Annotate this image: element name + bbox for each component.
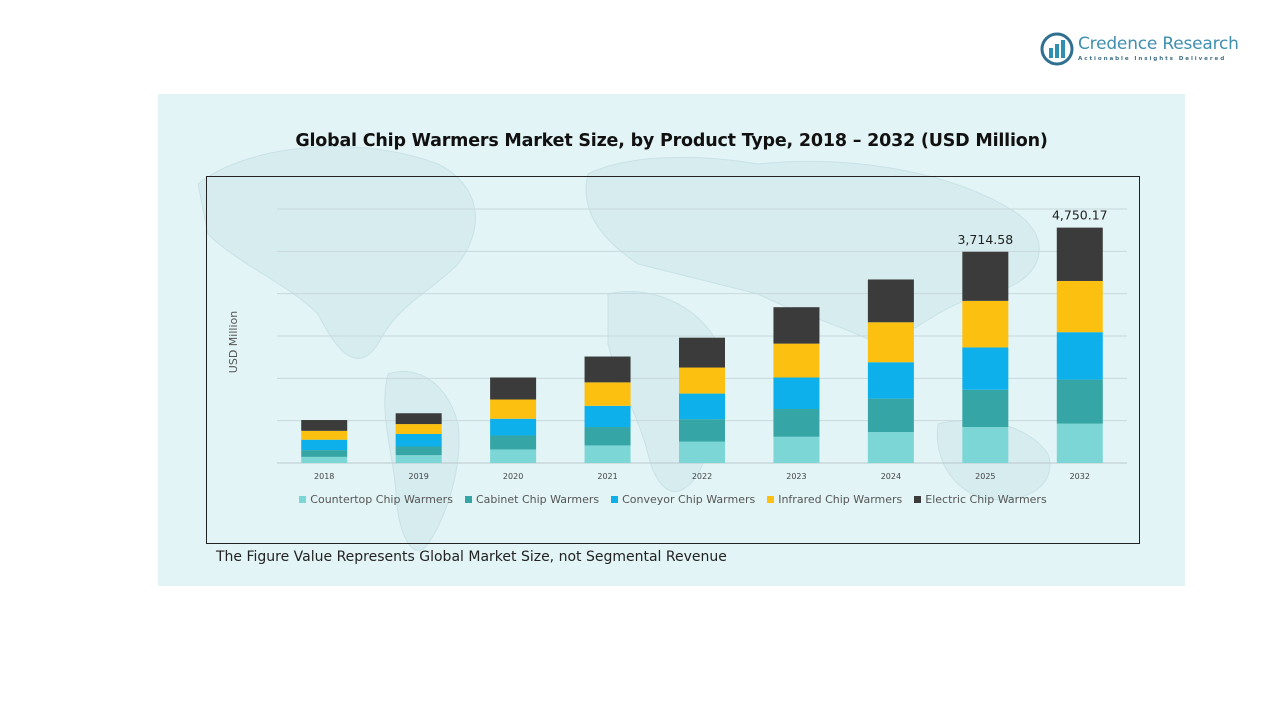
chart-legend: Countertop Chip Warmers Cabinet Chip Warm… (207, 493, 1139, 506)
bar-segment-2025-3 (962, 347, 1009, 390)
bar-segment-2021-2 (584, 427, 631, 446)
bar-segment-2032-4 (1056, 280, 1103, 333)
bar-segment-2021-4 (584, 382, 631, 406)
bar-segment-2020-1 (490, 449, 537, 463)
bar-segment-2022-3 (679, 393, 725, 420)
legend-label: Electric Chip Warmers (925, 493, 1047, 506)
bar-segment-2018-5 (301, 420, 348, 431)
logo-chart-icon (1040, 32, 1074, 66)
legend-item: Electric Chip Warmers (914, 493, 1047, 506)
x-tick-label: 2024 (881, 472, 901, 481)
bar-segment-2022-4 (679, 367, 725, 394)
stacked-bar-chart: USD Million 2018 2019 2020 2021 2022 2023 2024 2… (227, 208, 1127, 481)
bar-segment-2024-1 (867, 432, 914, 463)
bar-segment-2023-5 (773, 307, 820, 344)
bar-segment-2024-2 (867, 398, 914, 433)
y-axis-label: USD Million (227, 311, 240, 373)
bar-segment-2025-4 (962, 300, 1009, 348)
brand-tagline: Actionable Insights Delivered (1078, 56, 1227, 62)
bar-segment-2032-3 (1056, 332, 1103, 380)
credence-research-logo: Credence Research Actionable Insights De… (1040, 32, 1260, 68)
x-tick-label: 2019 (408, 472, 428, 481)
bar-segment-2032-1 (1056, 423, 1103, 463)
bar-segment-2018-4 (301, 430, 348, 440)
bar-segment-2021-5 (584, 356, 631, 383)
x-tick-label: 2022 (692, 472, 712, 481)
bar-segment-2019-2 (395, 446, 442, 456)
x-tick-label: 2018 (314, 472, 334, 481)
bar-segment-2018-2 (301, 450, 348, 457)
bar-segment-2023-4 (773, 343, 820, 378)
bar-segment-2023-2 (773, 409, 820, 437)
footnote: The Figure Value Represents Global Marke… (216, 549, 727, 565)
x-tick-label: 2032 (1070, 472, 1090, 481)
legend-swatch (464, 496, 472, 503)
bar-segment-2021-1 (584, 445, 631, 463)
bar-segment-2022-2 (679, 419, 725, 442)
chart-panel: Global Chip Warmers Market Size, by Prod… (158, 94, 1185, 586)
bar-segment-2023-3 (773, 377, 820, 410)
legend-label: Infrared Chip Warmers (778, 493, 903, 506)
legend-swatch (611, 496, 619, 503)
bar-segment-2019-1 (395, 455, 442, 463)
legend-swatch (767, 496, 775, 503)
bar-segment-2021-3 (584, 405, 631, 428)
legend-item: Infrared Chip Warmers (767, 493, 902, 506)
bar-segment-2018-3 (301, 439, 348, 451)
bar-segment-2020-5 (490, 377, 537, 400)
bar-segment-2024-3 (867, 362, 914, 399)
bar-segment-2018-1 (301, 456, 348, 463)
total-value-label: 3,714.58 (957, 232, 1013, 247)
x-tick-label: 2023 (786, 472, 806, 481)
legend-label: Conveyor Chip Warmers (622, 493, 756, 506)
legend-swatch (299, 496, 307, 503)
legend-item: Conveyor Chip Warmers (611, 493, 755, 506)
legend-swatch (914, 496, 922, 503)
bar-segment-2020-2 (490, 435, 537, 450)
plot-area: USD Million 2018 2019 2020 2021 2022 2023 2024 2… (206, 176, 1140, 544)
bar-segment-2024-5 (867, 279, 914, 323)
total-value-label: 4,750.17 (1052, 208, 1108, 223)
bar-segment-2032-2 (1056, 379, 1103, 424)
x-tick-label: 2021 (597, 472, 617, 481)
x-tick-label: 2020 (503, 472, 523, 481)
chart-title: Global Chip Warmers Market Size, by Prod… (295, 131, 1048, 151)
x-tick-label: 2025 (975, 472, 995, 481)
bar-segment-2025-2 (962, 389, 1009, 428)
legend-label: Countertop Chip Warmers (310, 493, 453, 506)
bar-segment-2019-5 (395, 413, 442, 425)
bar-segment-2025-5 (962, 251, 1009, 301)
bar-segment-2023-1 (773, 436, 820, 463)
bar-segment-2025-1 (962, 427, 1009, 463)
bar-segment-2022-1 (679, 441, 725, 463)
legend-item: Countertop Chip Warmers (299, 493, 453, 506)
bar-segment-2020-3 (490, 418, 537, 436)
legend-label: Cabinet Chip Warmers (475, 493, 600, 506)
bar-segment-2019-3 (395, 434, 442, 447)
bar-segment-2020-4 (490, 399, 537, 419)
bar-segment-2024-4 (867, 322, 914, 363)
bar-segment-2022-5 (679, 337, 725, 368)
legend-item: Cabinet Chip Warmers (464, 493, 600, 506)
brand-name: Credence Research (1078, 34, 1239, 54)
bar-segment-2019-4 (395, 424, 442, 435)
bar-segment-2032-5 (1056, 227, 1103, 281)
